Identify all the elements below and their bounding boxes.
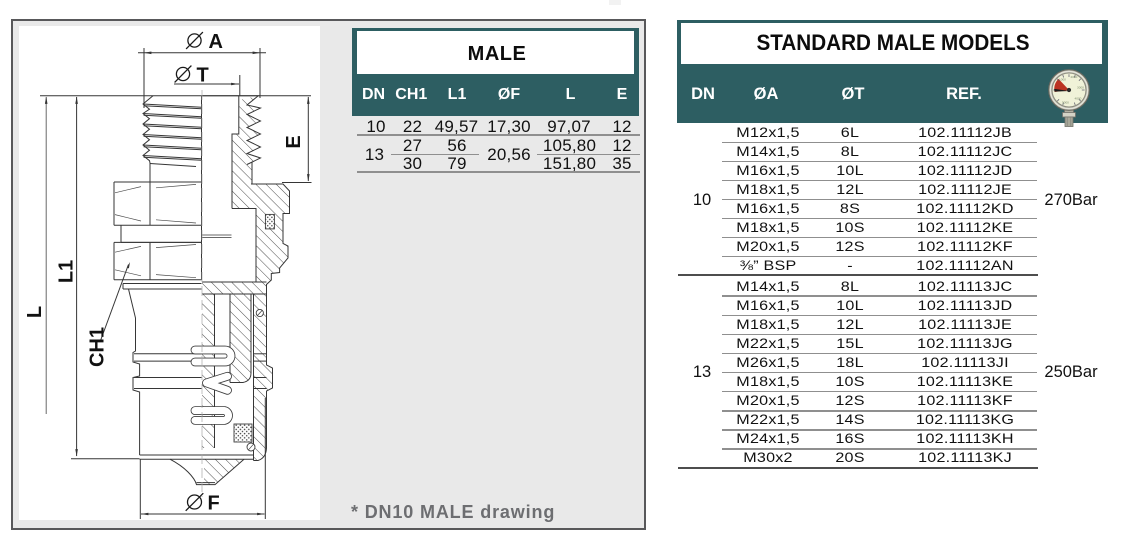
- svg-text:5000: 5000: [1062, 101, 1069, 105]
- svg-text:E: E: [283, 135, 305, 148]
- svg-text:L: L: [24, 306, 46, 318]
- svg-text:4000: 4000: [1075, 97, 1082, 101]
- svg-text:A: A: [209, 31, 223, 53]
- svg-text:1000: 1000: [1059, 78, 1066, 82]
- svg-text:2000: 2000: [1071, 75, 1078, 79]
- svg-text:CH1: CH1: [87, 327, 109, 367]
- svg-text:F: F: [208, 493, 220, 515]
- svg-text:3000: 3000: [1077, 86, 1084, 90]
- svg-text:L1: L1: [56, 260, 78, 283]
- svg-text:T: T: [197, 65, 209, 87]
